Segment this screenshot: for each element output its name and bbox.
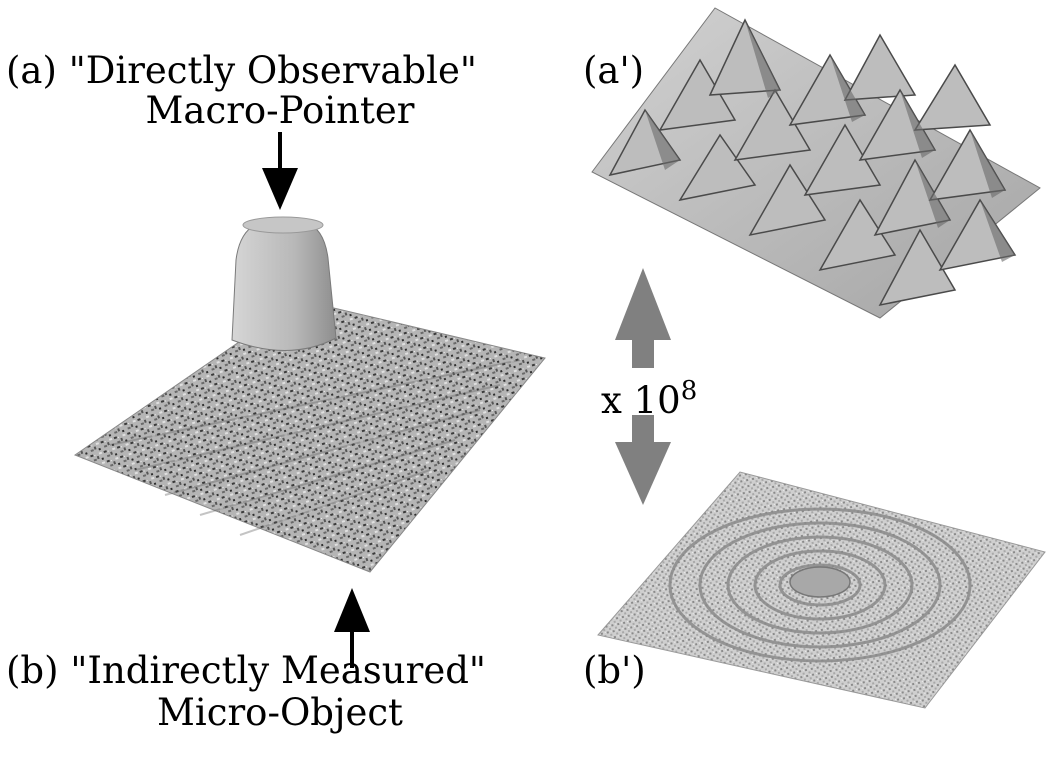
macro-pointer-pillar xyxy=(231,221,337,351)
arrow-down-icon xyxy=(262,132,298,210)
scale-factor-prefix: x 10 xyxy=(601,379,681,422)
macro-micro-surface xyxy=(73,216,546,573)
scale-factor-exponent: 8 xyxy=(680,376,698,406)
ripple-center xyxy=(789,566,851,598)
ripple-surface xyxy=(597,471,1046,709)
double-arrow-icon xyxy=(615,268,671,505)
wavy-surface xyxy=(591,7,1041,319)
arrow-up-icon xyxy=(334,588,370,668)
plane-ridges xyxy=(109,359,521,536)
ripple-rings xyxy=(668,507,972,663)
label-a-line2: Macro-Pointer xyxy=(145,89,415,132)
label-a-line1: (a) "Directly Observable" xyxy=(6,49,477,92)
scale-factor-label: x 108 xyxy=(601,370,697,422)
label-a-prime: (a') xyxy=(583,49,645,92)
label-b-line1: (b) "Indirectly Measured" xyxy=(6,649,486,692)
label-b-line2: Micro-Object xyxy=(157,691,403,734)
label-b-prime: (b') xyxy=(583,649,646,692)
pillar-top xyxy=(242,216,324,234)
noisy-plane xyxy=(73,299,546,573)
wave-shadows xyxy=(645,20,1015,262)
